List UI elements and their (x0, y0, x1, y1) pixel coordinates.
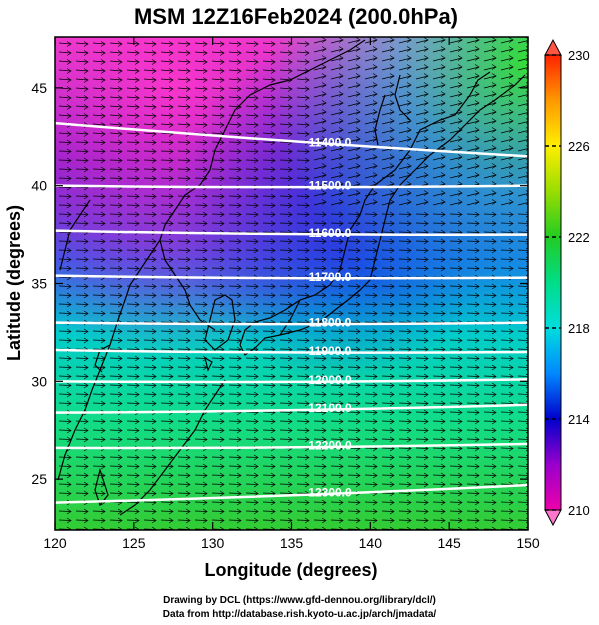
x-tick-label: 140 (359, 535, 383, 551)
colorbar-ticks: 210 214 218 222 226 230 (545, 48, 590, 518)
colorbar-gradient (544, 54, 562, 511)
y-tick-label: 30 (31, 373, 47, 389)
x-axis-ticks: 120 125 130 135 140 145 150 (43, 37, 540, 551)
contour-line (55, 348, 528, 354)
contour-label: 12100.0 (308, 401, 352, 415)
colorbar-tick-label: 230 (568, 48, 590, 63)
x-tick-label: 130 (201, 535, 225, 551)
contour-label: 11400.0 (309, 135, 352, 149)
contour-line (55, 321, 528, 326)
contour-label: 11600.0 (309, 226, 352, 240)
x-tick-label: 125 (122, 535, 146, 551)
contour-line (55, 483, 528, 504)
contour-lines: 11500.0 11600.0 11700.0 11800.0 11900.0 12000… (55, 121, 528, 504)
colorbar-tick-label: 210 (568, 503, 590, 518)
y-axis-ticks: 25 30 35 40 45 (31, 80, 528, 487)
contour-line (55, 378, 528, 384)
contour-line (55, 121, 528, 158)
contour-label: 12200.0 (308, 439, 352, 453)
x-tick-label: 145 (437, 535, 461, 551)
contour-line (55, 184, 528, 189)
y-axis-label: Latitude (degrees) (4, 205, 24, 361)
credit-data: Data from http://database.rish.kyoto-u.a… (162, 609, 437, 620)
contour-label: 11900.0 (309, 344, 352, 358)
colorbar-tick-label: 218 (568, 321, 590, 336)
x-tick-label: 120 (43, 535, 67, 551)
x-tick-label: 135 (280, 535, 304, 551)
chart-title: MSM 12Z16Feb2024 (200.0hPa) (134, 4, 458, 29)
y-tick-label: 35 (31, 276, 47, 292)
colorbar-tick-label: 226 (568, 139, 590, 154)
contour-label: 12300.0 (308, 485, 352, 499)
contour-line (55, 274, 528, 280)
contour-label: 11700.0 (309, 270, 352, 284)
x-tick-label: 150 (516, 535, 540, 551)
y-tick-label: 45 (31, 80, 47, 96)
colorbar-extend-min (544, 509, 562, 527)
y-tick-label: 40 (31, 178, 47, 194)
contour-label: 12000.0 (308, 373, 352, 387)
colorbar-extend-max (544, 38, 562, 56)
shaded-field: 11500.0 11600.0 11700.0 11800.0 11900.0 12000… (55, 37, 528, 530)
contour-line (55, 229, 528, 237)
colorbar: 210 214 218 222 226 230 (544, 38, 590, 527)
credit-dcl: Drawing by DCL (https://www.gfd-dennou.o… (163, 595, 436, 606)
contour-label: 11800.0 (309, 316, 352, 330)
colorbar-tick-label: 222 (568, 230, 590, 245)
contour-line (55, 442, 528, 450)
colorbar-tick-label: 214 (568, 412, 590, 427)
contour-line (55, 403, 528, 414)
y-tick-label: 25 (31, 471, 47, 487)
x-axis-label: Longitude (degrees) (204, 560, 377, 580)
contour-label: 11500.0 (309, 179, 352, 193)
